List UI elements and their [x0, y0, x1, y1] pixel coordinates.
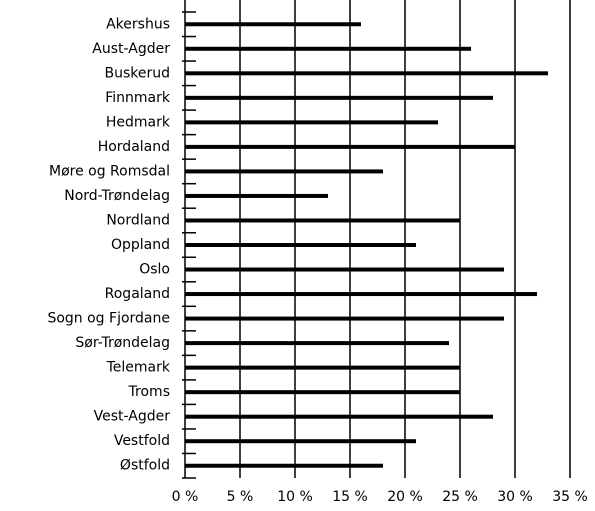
- y-tick-label: Finnmark: [105, 90, 171, 106]
- bar: [185, 120, 438, 125]
- y-tick-label: Nord-Trøndelag: [64, 188, 170, 204]
- bar: [185, 292, 537, 297]
- y-tick-label: Møre og Romsdal: [49, 163, 170, 179]
- y-tick-label: Hordaland: [98, 139, 170, 155]
- bar: [185, 414, 493, 419]
- x-tick-label: 35 %: [552, 489, 588, 505]
- bar: [185, 365, 460, 370]
- x-tick-label: 30 %: [497, 489, 533, 505]
- bar: [185, 316, 504, 321]
- bar: [185, 193, 328, 198]
- x-tick-label: 15 %: [332, 489, 368, 505]
- bar: [185, 144, 515, 149]
- bar: [185, 46, 471, 51]
- x-tick-label: 25 %: [442, 489, 478, 505]
- bar: [185, 218, 460, 223]
- bar: [185, 390, 460, 395]
- y-tick-label: Oppland: [111, 237, 170, 253]
- bar: [185, 439, 416, 444]
- bar: [185, 71, 548, 76]
- y-tick-label: Rogaland: [105, 286, 170, 302]
- x-tick-label: 5 %: [227, 489, 254, 505]
- bar: [185, 22, 361, 27]
- x-tick-label: 0 %: [172, 489, 199, 505]
- y-tick-label: Vestfold: [114, 433, 170, 449]
- bar: [185, 463, 383, 468]
- bar: [185, 267, 504, 272]
- y-tick-label: Troms: [128, 384, 170, 400]
- bar: [185, 95, 493, 100]
- y-tick-label: Buskerud: [104, 65, 170, 81]
- x-tick-label: 10 %: [277, 489, 313, 505]
- bar: [185, 169, 383, 174]
- bar: [185, 243, 416, 247]
- y-tick-label: Sør-Trøndelag: [75, 335, 170, 351]
- y-tick-label: Akershus: [106, 16, 170, 32]
- x-tick-label: 20 %: [387, 489, 423, 505]
- y-tick-label: Telemark: [106, 360, 171, 376]
- y-tick-label: Østfold: [120, 458, 170, 474]
- y-tick-label: Nordland: [106, 212, 170, 228]
- y-tick-label: Aust-Agder: [92, 41, 170, 57]
- y-tick-label: Hedmark: [106, 114, 171, 130]
- y-tick-label: Oslo: [139, 262, 170, 278]
- y-tick-label: Vest-Agder: [94, 409, 171, 425]
- bar: [185, 341, 449, 346]
- y-tick-label: Sogn og Fjordane: [47, 311, 170, 327]
